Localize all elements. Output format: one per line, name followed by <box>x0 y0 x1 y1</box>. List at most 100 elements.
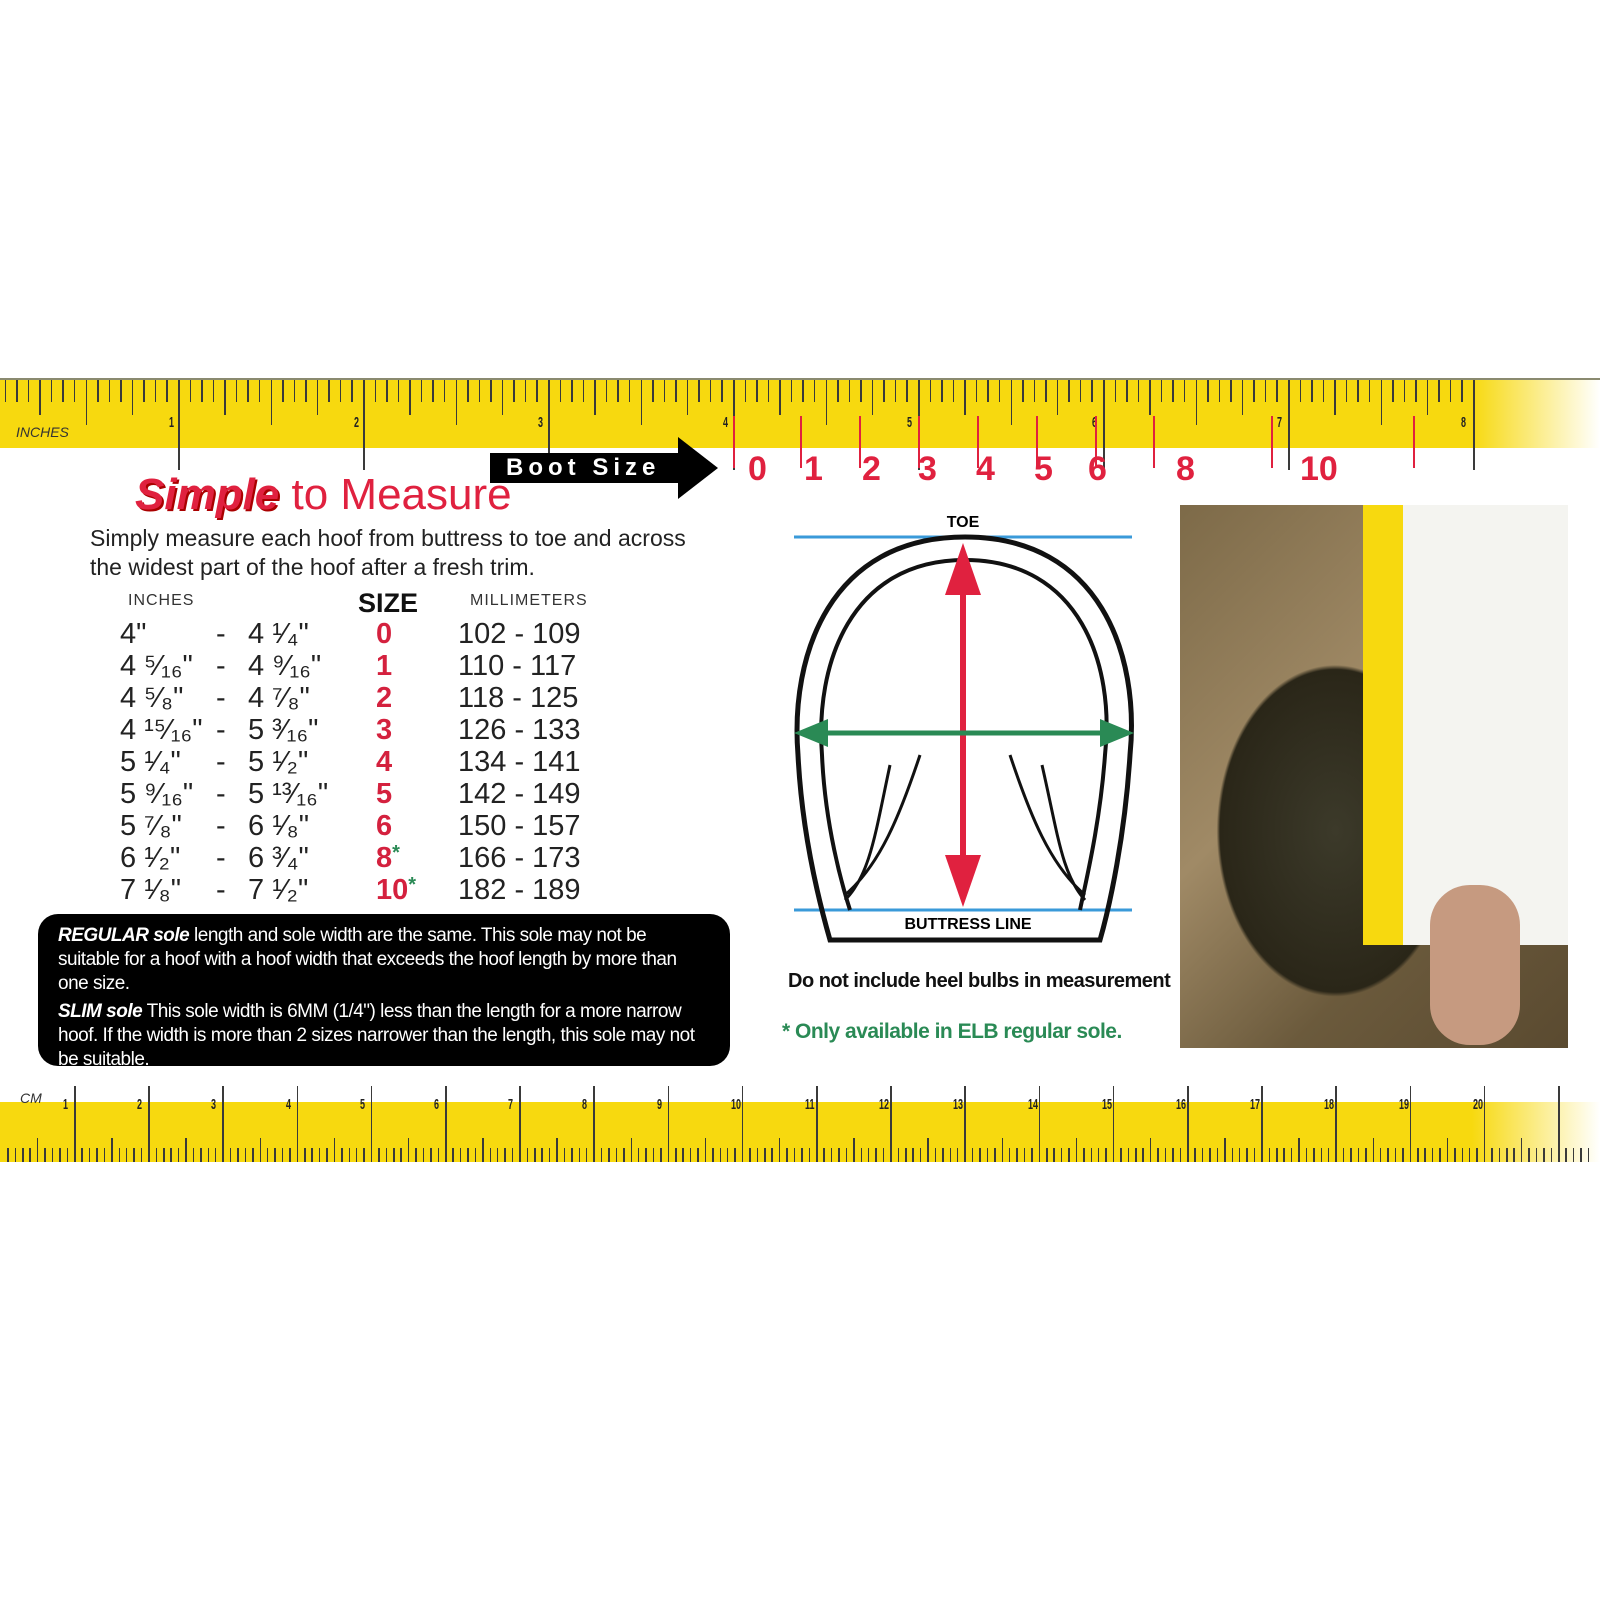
cm-tick <box>1372 1138 1374 1162</box>
inch-tick <box>270 380 272 425</box>
cm-tick <box>489 1148 492 1162</box>
mm-range: 182 - 189 <box>458 874 581 906</box>
cm-label: 20 <box>1472 1096 1483 1113</box>
inches-to: 5 ¹⁄₂" <box>248 746 309 778</box>
inch-tick <box>85 380 87 425</box>
cm-tick <box>1520 1138 1523 1162</box>
cm-tick <box>741 1086 744 1162</box>
cm-label: 15 <box>1101 1096 1112 1113</box>
cm-tick <box>1305 1148 1308 1162</box>
inch-tick <box>813 380 816 402</box>
cm-tick <box>971 1148 974 1162</box>
mm-range: 102 - 109 <box>458 618 581 650</box>
inch-tick <box>548 380 550 470</box>
cm-tick <box>1097 1148 1100 1162</box>
cm-tick <box>415 1148 417 1162</box>
size-value: 5 <box>376 778 392 811</box>
inch-tick <box>1183 380 1186 402</box>
cm-tick <box>1090 1148 1093 1162</box>
inch-tick <box>1288 380 1290 470</box>
inch-tick <box>478 380 481 402</box>
cm-tick <box>838 1148 840 1162</box>
cm-tick <box>556 1138 558 1162</box>
dash: - <box>216 842 226 874</box>
inch-tick <box>709 380 712 402</box>
cm-tick <box>1550 1148 1553 1162</box>
cm-tick <box>1201 1148 1204 1162</box>
inch-tick <box>247 380 249 402</box>
inch-tick <box>860 380 862 402</box>
size-number: 6 <box>376 810 393 842</box>
inch-label: 5 <box>907 414 913 431</box>
cm-tick <box>274 1148 276 1162</box>
mm-range: 118 - 125 <box>458 682 579 714</box>
cm-label: 10 <box>730 1096 741 1113</box>
cm-label: 19 <box>1398 1096 1409 1113</box>
photo-thumb <box>1430 885 1520 1045</box>
size-number: 8 <box>376 842 393 874</box>
size-value: 1 <box>376 650 392 683</box>
inch-tick <box>617 380 619 402</box>
cm-tick <box>407 1138 410 1162</box>
regular-label: REGULAR sole <box>58 925 190 946</box>
boot-size-tick <box>1271 416 1273 468</box>
cm-tick <box>1008 1148 1011 1162</box>
inch-tick <box>1438 380 1440 402</box>
cm-tick <box>482 1138 484 1162</box>
cm-tick <box>1350 1148 1352 1162</box>
intro-text: Simply measure each hoof from buttress t… <box>90 525 686 580</box>
cm-label: 13 <box>953 1096 964 1113</box>
cm-tick <box>1276 1148 1278 1162</box>
cm-tick <box>764 1148 766 1162</box>
cm-tick <box>81 1148 83 1162</box>
cm-tick <box>734 1148 736 1162</box>
cm-tick <box>133 1148 135 1162</box>
cm-tick <box>1283 1148 1285 1162</box>
inch-tick <box>1241 380 1244 415</box>
cm-tick <box>541 1148 543 1162</box>
mm-range: 134 - 141 <box>458 746 581 778</box>
boot-size-tick <box>977 416 979 468</box>
cm-tick <box>615 1148 618 1162</box>
inches-from: 6 ¹⁄₂" <box>120 842 181 874</box>
cm-tick <box>1127 1148 1130 1162</box>
cm-tick <box>229 1148 232 1162</box>
cm-tick <box>1468 1148 1471 1162</box>
cm-tick <box>1491 1148 1493 1162</box>
heel-bulbs-caption: Do not include heel bulbs in measurement <box>788 970 1171 992</box>
inch-tick <box>559 380 562 402</box>
cm-tick <box>682 1148 684 1162</box>
page-title: Simple to Measure <box>135 470 512 520</box>
cm-tick <box>675 1148 677 1162</box>
cm-tick <box>882 1148 885 1162</box>
inch-tick <box>883 380 885 402</box>
cm-tick <box>214 1148 217 1162</box>
cm-tick <box>1268 1148 1271 1162</box>
cm-tick <box>385 1148 388 1162</box>
inch-tick <box>1045 380 1047 402</box>
boot-size-tick <box>733 416 735 468</box>
inch-tick <box>837 380 839 402</box>
cm-tick <box>1231 1148 1234 1162</box>
cm-tick <box>341 1148 343 1162</box>
cm-tick <box>422 1148 425 1162</box>
size-value: 4 <box>376 746 392 779</box>
dash: - <box>216 618 226 650</box>
boot-size-number: 3 <box>918 450 937 488</box>
inch-tick <box>316 380 319 415</box>
inch-tick <box>998 380 1001 402</box>
cm-label: 7 <box>508 1096 514 1113</box>
cm-tick <box>474 1148 477 1162</box>
slim-text: This sole width is 6MM (1/4") less than … <box>58 1001 695 1070</box>
size-number: 2 <box>376 682 393 714</box>
cm-label: 3 <box>211 1096 217 1113</box>
cm-tick <box>1461 1148 1464 1162</box>
boot-size-arrow-label: Boot Size <box>490 453 680 483</box>
inch-tick <box>1461 380 1463 402</box>
cm-label: 11 <box>805 1096 815 1113</box>
cm-label: 8 <box>582 1096 588 1113</box>
inch-tick <box>339 380 342 402</box>
inches-from: 7 ¹⁄₈" <box>120 874 182 906</box>
cm-tick <box>51 1148 54 1162</box>
hoof-diagram: TOE BUTTRESS LINE <box>794 514 1134 943</box>
